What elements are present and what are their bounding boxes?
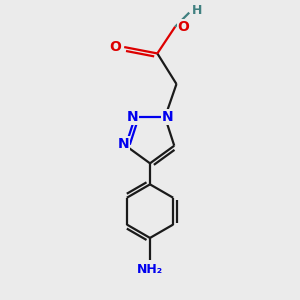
Text: N: N xyxy=(127,110,138,124)
Text: O: O xyxy=(109,40,121,54)
Text: N: N xyxy=(117,137,129,152)
Text: NH₂: NH₂ xyxy=(137,263,163,276)
Text: O: O xyxy=(178,20,190,34)
Text: H: H xyxy=(192,4,202,17)
Text: N: N xyxy=(162,110,173,124)
